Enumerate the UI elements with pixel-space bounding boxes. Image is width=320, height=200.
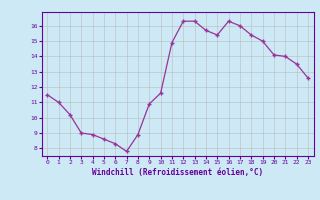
X-axis label: Windchill (Refroidissement éolien,°C): Windchill (Refroidissement éolien,°C) xyxy=(92,168,263,177)
